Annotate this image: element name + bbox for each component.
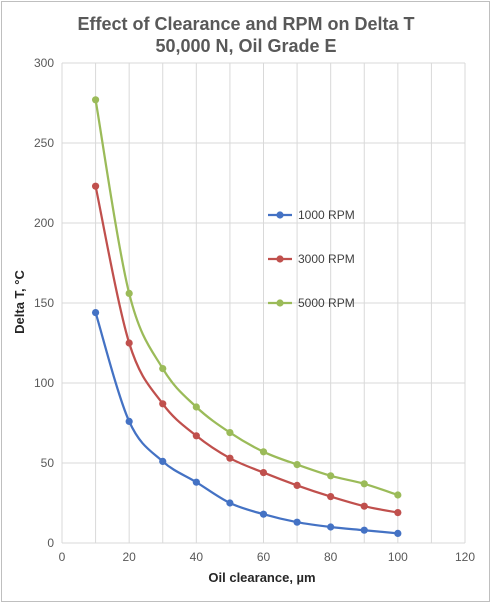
gridlines <box>61 62 466 544</box>
y-tick-label: 250 <box>34 136 54 150</box>
data-point <box>327 493 335 501</box>
data-point <box>360 480 368 488</box>
x-tick-label: 80 <box>324 550 338 564</box>
data-point <box>125 417 133 425</box>
data-point <box>259 448 268 456</box>
data-point <box>192 432 200 440</box>
data-point <box>91 182 100 190</box>
chart-title-line1: Effect of Clearance and RPM on Delta T <box>77 14 414 34</box>
series-3000-rpm <box>91 182 402 517</box>
data-point <box>293 481 301 489</box>
data-point <box>91 309 100 317</box>
x-tick-label: 60 <box>257 550 271 564</box>
data-point <box>226 429 234 437</box>
data-point <box>125 289 133 297</box>
x-tick-label: 20 <box>122 550 136 564</box>
series-5000-rpm <box>91 96 402 499</box>
y-tick-label: 50 <box>41 456 55 470</box>
data-point <box>192 403 200 411</box>
legend-item-3000-rpm: 3000 RPM <box>268 252 355 266</box>
legend-item-5000-rpm: 5000 RPM <box>268 296 355 310</box>
y-tick-label: 200 <box>34 216 54 230</box>
data-point <box>259 469 268 477</box>
x-tick-label: 120 <box>455 550 475 564</box>
data-point <box>259 510 268 518</box>
y-tick-label: 0 <box>47 536 54 550</box>
x-tick-label: 100 <box>388 550 408 564</box>
y-axis-label: Delta T, °C <box>12 270 27 334</box>
data-point <box>159 365 167 373</box>
data-point <box>394 529 402 538</box>
x-tick-label: 40 <box>190 550 204 564</box>
data-point <box>159 457 167 465</box>
series-group <box>91 96 402 538</box>
data-point <box>293 461 301 469</box>
legend-label: 5000 RPM <box>298 296 355 310</box>
data-point <box>360 526 368 534</box>
data-point <box>91 96 100 104</box>
data-point <box>293 518 301 526</box>
y-tick-label: 150 <box>34 296 54 310</box>
y-tick-labels: 0 50 100 150 200 250 300 <box>34 56 54 550</box>
y-tick-label: 100 <box>34 376 54 390</box>
data-point <box>226 499 234 507</box>
chart-title-line2: 50,000 N, Oil Grade E <box>155 36 336 56</box>
data-point <box>159 400 167 408</box>
data-point <box>394 508 402 517</box>
legend-marker <box>276 255 284 263</box>
series-1000-rpm <box>91 309 402 538</box>
legend-item-1000-rpm: 1000 RPM <box>268 208 355 222</box>
data-point <box>192 478 200 486</box>
legend-marker <box>276 211 284 219</box>
x-tick-label: 0 <box>59 550 66 564</box>
data-point <box>327 523 335 531</box>
legend: 1000 RPM 3000 RPM 5000 RPM <box>268 208 355 310</box>
data-point <box>360 502 368 510</box>
legend-label: 3000 RPM <box>298 252 355 266</box>
legend-marker <box>276 299 284 307</box>
legend-label: 1000 RPM <box>298 208 355 222</box>
series-line-1000-rpm <box>94 312 398 535</box>
series-line-3000-rpm <box>94 185 399 514</box>
data-point <box>327 472 335 480</box>
x-tick-labels: 0 20 40 60 80 100 120 <box>59 550 476 564</box>
x-axis-label: Oil clearance, µm <box>208 570 315 585</box>
data-point <box>394 491 402 499</box>
data-point <box>226 454 234 462</box>
y-tick-label: 300 <box>34 56 54 70</box>
data-point <box>125 339 133 347</box>
